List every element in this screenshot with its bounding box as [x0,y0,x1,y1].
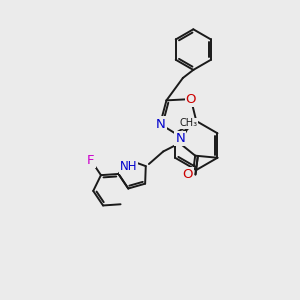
Text: CH₃: CH₃ [180,118,198,128]
Text: O: O [186,93,196,106]
Text: N: N [156,118,166,130]
Text: NH: NH [120,160,137,173]
Text: N: N [176,132,185,145]
Text: O: O [182,168,193,181]
Text: F: F [87,154,95,167]
